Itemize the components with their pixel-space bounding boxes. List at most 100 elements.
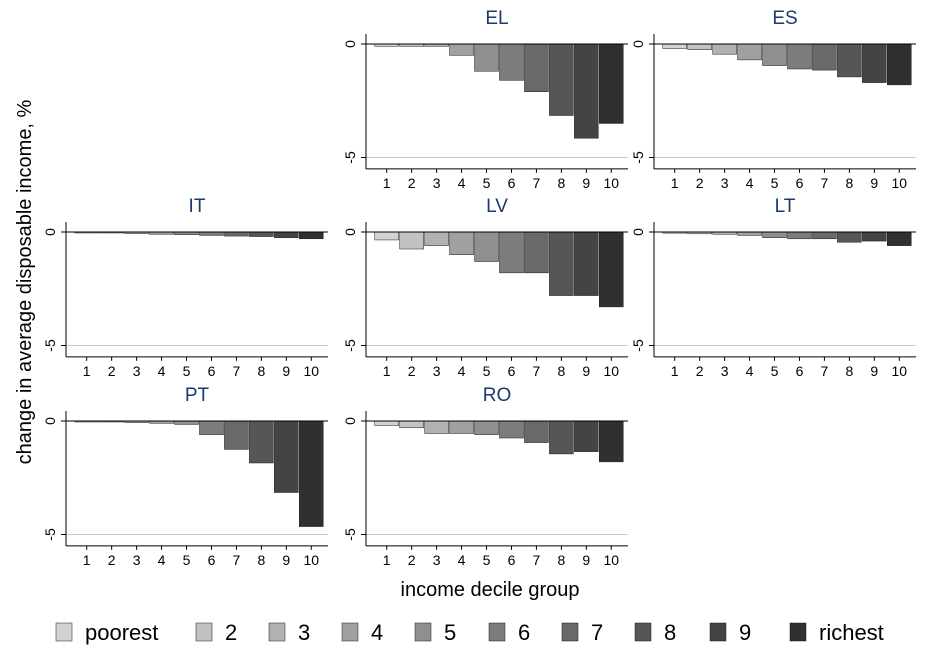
x-tick-label: 3 [133, 363, 141, 379]
panel-title: IT [189, 196, 206, 217]
legend-item-3: 4 [341, 620, 383, 645]
x-tick-label: 9 [582, 552, 590, 568]
x-tick-label: 10 [603, 363, 619, 379]
y-tick-label: -5 [42, 339, 58, 352]
legend-swatch [341, 622, 359, 642]
x-tick-label: 10 [603, 552, 619, 568]
x-tick-label: 6 [508, 363, 516, 379]
panel-pt: PT 0 -5 1 2 3 4 5 6 7 8 9 10 [42, 385, 328, 568]
x-tick-label: 1 [383, 175, 391, 191]
x-tick-label: 2 [108, 552, 116, 568]
x-tick-label: 3 [133, 552, 141, 568]
legend-label: 7 [591, 620, 603, 645]
bar-ro-10 [599, 420, 624, 463]
legend-item-8: 9 [709, 620, 751, 645]
x-tick-label: 8 [845, 363, 853, 379]
legend-item-2: 3 [268, 620, 310, 645]
x-tick-label: 2 [408, 552, 416, 568]
bar-lv-4 [449, 231, 474, 255]
x-tick-label: 4 [458, 552, 466, 568]
x-tick-label: 5 [183, 552, 191, 568]
legend-label: 9 [739, 620, 751, 645]
bar-lv-1 [374, 231, 399, 241]
y-tick-label: -5 [342, 339, 358, 352]
panel-es: ES 0 -5 1 2 3 4 5 6 7 8 9 10 [630, 8, 916, 191]
bar-el-9 [574, 43, 599, 139]
y-tick-label: 0 [342, 417, 358, 425]
bar-lv-6 [499, 231, 524, 274]
bar-lt-9 [862, 231, 887, 242]
legend-swatch [55, 622, 73, 642]
bar-lt-8 [837, 231, 862, 243]
y-tick-label: -5 [630, 151, 646, 164]
bar-ro-7 [524, 420, 549, 443]
bar-it-8 [249, 231, 274, 237]
legend-swatch [414, 622, 432, 642]
bar-es-1 [662, 43, 687, 49]
x-tick-label: 8 [845, 175, 853, 191]
legend-label: 3 [298, 620, 310, 645]
x-tick-label: 5 [771, 175, 779, 191]
legend-label: 2 [225, 620, 237, 645]
bar-ro-4 [449, 420, 474, 434]
y-axis-label: change in average disposable income, % [14, 99, 36, 464]
y-tick-label: 0 [342, 40, 358, 48]
panel-it: IT 0 -5 1 2 3 4 5 6 7 8 9 10 [42, 196, 328, 379]
panel-title: ES [772, 8, 797, 29]
bar-es-4 [737, 43, 762, 61]
bar-ro-9 [574, 420, 599, 452]
x-tick-label: 2 [696, 175, 704, 191]
bar-el-7 [524, 43, 549, 92]
x-tick-label: 8 [557, 552, 565, 568]
panel-title: PT [185, 385, 210, 406]
bar-ro-2 [399, 420, 424, 429]
x-tick-label: 6 [208, 552, 216, 568]
legend-item-4: 5 [414, 620, 456, 645]
legend-item-7: 8 [634, 620, 676, 645]
x-tick-label: 10 [303, 552, 319, 568]
bar-lv-7 [524, 231, 549, 274]
x-tick-label: 2 [408, 175, 416, 191]
bar-el-8 [549, 43, 574, 116]
x-tick-label: 3 [433, 552, 441, 568]
x-tick-label: 4 [158, 363, 166, 379]
x-tick-label: 7 [533, 175, 541, 191]
x-tick-label: 1 [83, 363, 91, 379]
legend-item-5: 6 [488, 620, 530, 645]
bar-ro-6 [499, 420, 524, 439]
x-tick-label: 1 [83, 552, 91, 568]
bar-el-4 [449, 43, 474, 56]
x-tick-label: 2 [108, 363, 116, 379]
bar-pt-8 [249, 420, 274, 464]
x-tick-label: 5 [483, 552, 491, 568]
legend-label: 5 [444, 620, 456, 645]
bar-it-9 [274, 231, 299, 238]
panel-title: EL [485, 8, 508, 29]
x-tick-label: 9 [282, 552, 290, 568]
y-tick-label: 0 [630, 40, 646, 48]
bar-es-8 [837, 43, 862, 78]
bar-ro-8 [549, 420, 574, 455]
bar-es-9 [862, 43, 887, 83]
y-tick-label: 0 [342, 228, 358, 236]
legend-swatch [195, 622, 213, 642]
bar-el-10 [599, 43, 624, 124]
x-tick-label: 7 [821, 363, 829, 379]
y-tick-label: -5 [342, 528, 358, 541]
x-tick-label: 6 [508, 175, 516, 191]
x-tick-label: 10 [891, 175, 907, 191]
bar-lv-10 [599, 231, 624, 308]
legend-label: 4 [371, 620, 383, 645]
legend-swatch [488, 622, 506, 642]
x-tick-label: 8 [557, 363, 565, 379]
bar-lv-9 [574, 231, 599, 296]
bar-pt-5 [174, 420, 199, 425]
x-tick-label: 4 [458, 363, 466, 379]
bar-es-3 [712, 43, 737, 55]
bar-lt-10 [887, 231, 912, 246]
x-tick-label: 1 [383, 552, 391, 568]
x-tick-label: 8 [557, 175, 565, 191]
bar-pt-9 [274, 420, 299, 493]
